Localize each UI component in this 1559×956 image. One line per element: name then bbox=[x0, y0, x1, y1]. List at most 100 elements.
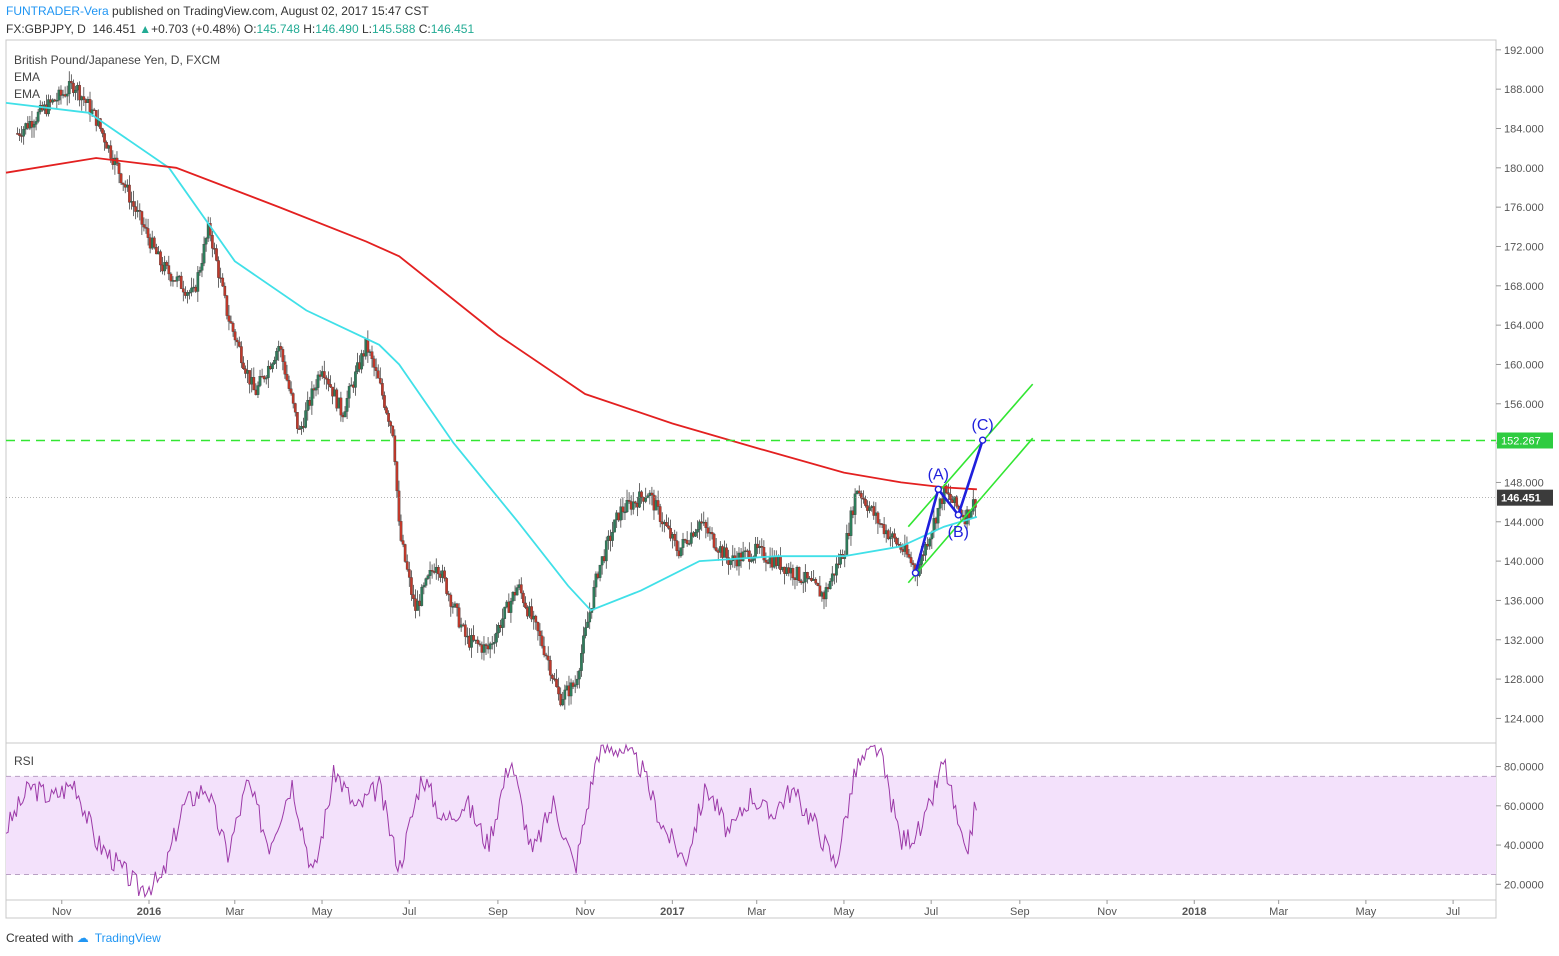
candle-body bbox=[577, 670, 581, 680]
wave-point bbox=[954, 511, 963, 519]
candle-body bbox=[546, 655, 550, 661]
candle-body bbox=[190, 287, 193, 293]
candle-body bbox=[152, 237, 156, 248]
candle-body bbox=[387, 413, 390, 422]
candle-body bbox=[472, 635, 475, 641]
tradingview-link[interactable]: TradingView bbox=[94, 931, 161, 945]
rsi-axis: 20.0000 40.0000 60.0000 80.0000 bbox=[1496, 762, 1544, 891]
candle-body bbox=[482, 644, 486, 653]
candle-body bbox=[32, 124, 36, 128]
candle-body bbox=[128, 184, 131, 203]
candle-body bbox=[175, 276, 179, 282]
rsi-line bbox=[5, 743, 977, 899]
candle-body bbox=[407, 569, 411, 578]
candle-body bbox=[814, 579, 818, 584]
author-link[interactable]: FUNTRADER-Vera bbox=[6, 4, 109, 18]
low-value: 145.588 bbox=[372, 22, 416, 36]
price-axis: 124.000 128.000 132.000 136.000 140.000 144.0… bbox=[1496, 45, 1544, 725]
candle-body bbox=[389, 421, 393, 427]
candle-body bbox=[876, 512, 880, 524]
candle-body bbox=[258, 376, 262, 386]
wave-label: (A) bbox=[928, 466, 949, 483]
high-label: H: bbox=[303, 22, 316, 36]
wave-point bbox=[934, 485, 943, 494]
time-tick-label: May bbox=[834, 906, 855, 918]
candle-body bbox=[818, 585, 822, 597]
candle-body bbox=[117, 162, 121, 174]
candle-body bbox=[490, 643, 494, 645]
candle-body bbox=[119, 173, 123, 184]
candle-body bbox=[82, 96, 86, 100]
candle-body bbox=[969, 510, 973, 518]
candle-body bbox=[729, 560, 733, 565]
time-tick-label: Nov bbox=[1097, 906, 1117, 918]
candle-body bbox=[575, 678, 579, 685]
time-tick-label: Mar bbox=[747, 906, 766, 918]
candle-body bbox=[165, 262, 169, 266]
candle-body bbox=[586, 621, 589, 628]
candle-body bbox=[445, 578, 448, 594]
change-text: +0.703 (+0.48%) bbox=[151, 22, 241, 36]
candle-body bbox=[696, 529, 699, 533]
time-tick-label: Jul bbox=[924, 906, 938, 918]
candle-body bbox=[237, 341, 241, 347]
resistance-level-tag bbox=[1497, 432, 1553, 449]
candle-body bbox=[582, 635, 585, 654]
candle-body bbox=[275, 351, 278, 361]
candle-body bbox=[524, 602, 527, 608]
time-tick-label: Mar bbox=[1269, 906, 1288, 918]
candle-body bbox=[339, 397, 343, 416]
candle-body bbox=[399, 521, 403, 541]
price-tick-label: 124.000 bbox=[1504, 713, 1544, 725]
candle-body bbox=[748, 550, 751, 562]
candle-body bbox=[378, 377, 382, 384]
price-tick-label: 128.000 bbox=[1504, 674, 1544, 686]
candle-body bbox=[675, 540, 679, 551]
candle-body bbox=[623, 511, 627, 514]
candle-body bbox=[488, 643, 492, 650]
candle-body bbox=[907, 554, 911, 558]
candle-body bbox=[530, 606, 533, 620]
candle-body bbox=[181, 288, 185, 293]
candle-body bbox=[227, 315, 231, 322]
candle-body bbox=[681, 539, 685, 548]
candle-body bbox=[223, 285, 227, 296]
candle-body bbox=[828, 581, 832, 590]
candle-body bbox=[264, 377, 268, 380]
candle-body bbox=[501, 618, 504, 628]
candle-body bbox=[484, 644, 488, 646]
candle-body bbox=[101, 128, 104, 134]
candle-body bbox=[650, 492, 654, 496]
ema-legend-2: EMA bbox=[14, 87, 40, 101]
cloud-icon: ☁ bbox=[76, 931, 89, 945]
candle-body bbox=[598, 564, 602, 578]
candle-body bbox=[882, 524, 886, 535]
candle-body bbox=[658, 506, 662, 522]
candle-body bbox=[210, 235, 214, 249]
chart-area[interactable]: 124.000 128.000 132.000 136.000 140.000 144.0… bbox=[0, 0, 1559, 925]
rsi-tick-label: 80.0000 bbox=[1504, 762, 1544, 774]
candle-body bbox=[47, 99, 50, 115]
rsi-series bbox=[5, 743, 977, 899]
candle-body bbox=[347, 386, 351, 399]
candle-body bbox=[492, 642, 496, 644]
candle-body bbox=[799, 580, 803, 583]
candle-body bbox=[627, 499, 631, 502]
candle-body bbox=[121, 182, 125, 185]
candle-body bbox=[167, 265, 171, 275]
candle-body bbox=[621, 506, 625, 513]
candle-body bbox=[534, 615, 538, 623]
candle-body bbox=[188, 292, 191, 294]
candle-body bbox=[689, 532, 693, 544]
footer: Created with ☁ TradingView bbox=[6, 931, 161, 945]
candle-body bbox=[316, 374, 320, 388]
rsi-legend: RSI bbox=[14, 754, 34, 768]
candle-body bbox=[138, 210, 142, 212]
candle-body bbox=[146, 228, 150, 238]
price-tick-label: 180.000 bbox=[1504, 163, 1544, 175]
last-price-text: 146.451 bbox=[92, 22, 136, 36]
candle-body bbox=[631, 501, 635, 510]
candle-body bbox=[296, 412, 299, 429]
candle-body bbox=[235, 339, 239, 343]
candle-body bbox=[886, 530, 890, 540]
